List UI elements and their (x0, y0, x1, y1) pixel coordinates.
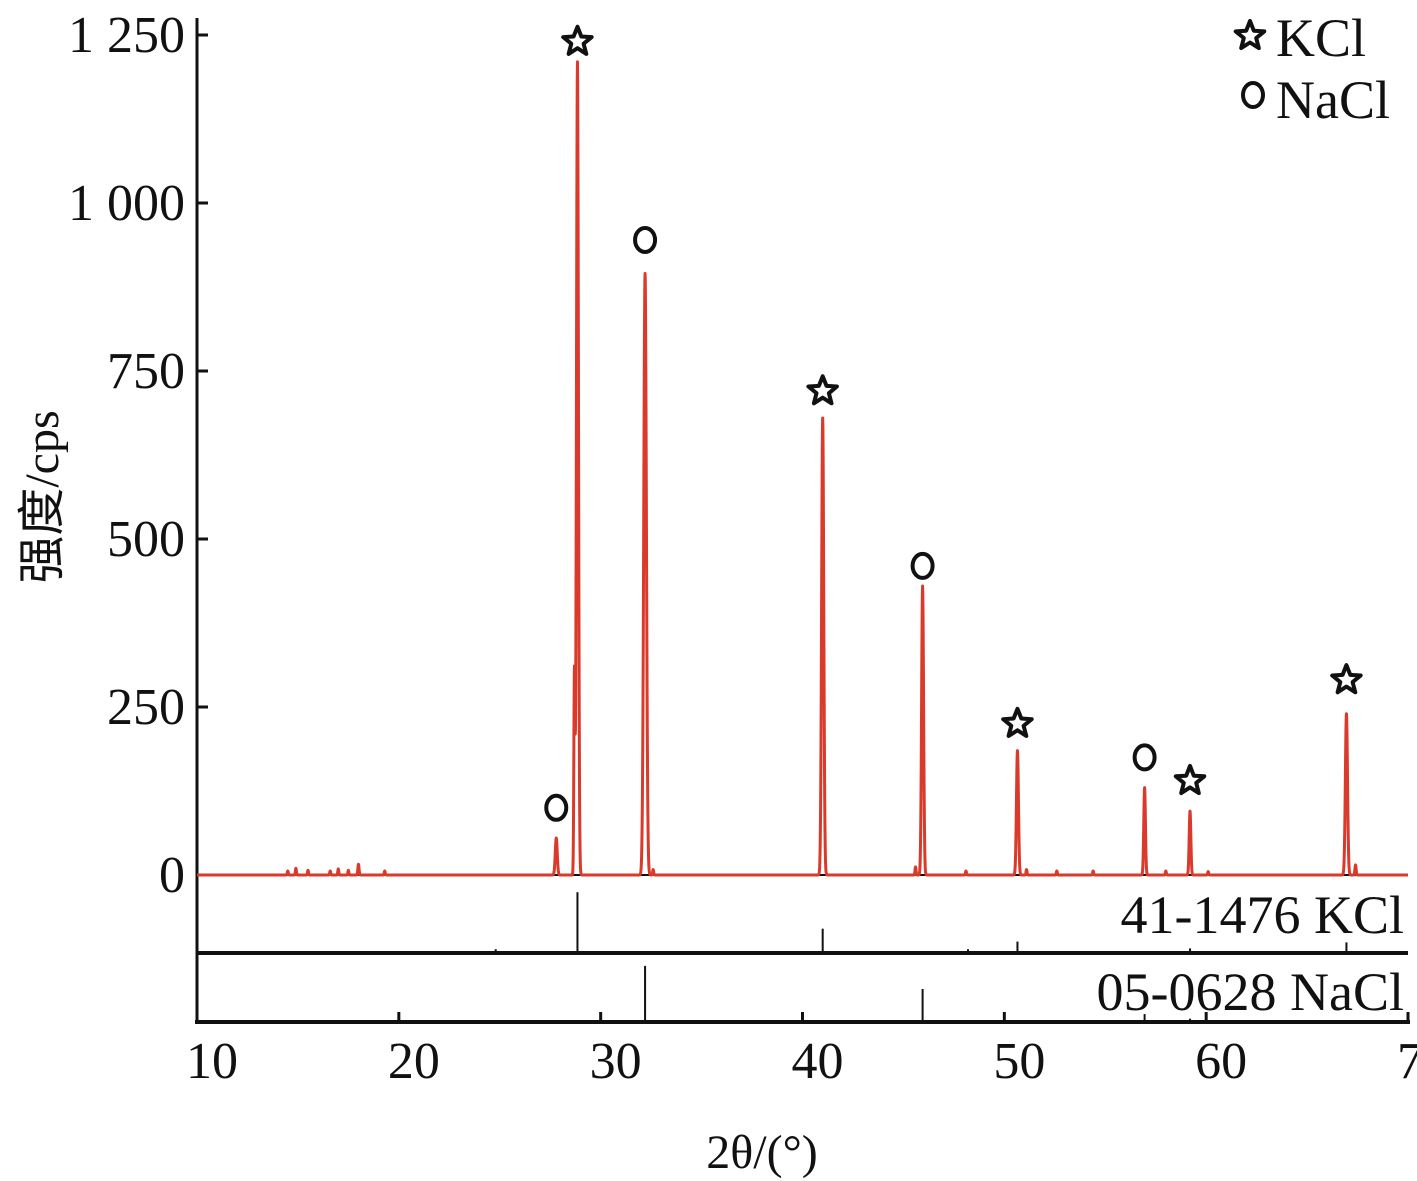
ref-label-kcl: 41-1476 KCl (1121, 885, 1405, 945)
y-tick-label: 1 250 (68, 7, 185, 64)
y-tick-label: 250 (107, 679, 185, 736)
circle-icon (544, 793, 569, 822)
y-tick-label: 500 (107, 511, 185, 568)
circle-icon (1241, 81, 1265, 109)
ref-label-nacl: 05-0628 NaCl (1097, 962, 1404, 1022)
x-tick-label: 60 (1195, 1033, 1247, 1090)
circle-icon (633, 225, 658, 254)
legend: KCl NaCl (1233, 8, 1390, 130)
y-tick-label: 0 (159, 847, 185, 904)
legend-star-icon (1233, 19, 1267, 51)
x-tick-label: 70 (1397, 1033, 1417, 1090)
y-tick-label: 1 000 (68, 175, 185, 232)
x-tick-label: 50 (993, 1033, 1045, 1090)
x-tick-label: 30 (590, 1033, 642, 1090)
legend-label-kcl: KCl (1276, 8, 1366, 68)
star-icon (1173, 763, 1207, 796)
star-icon (1001, 706, 1034, 738)
legend-circle-icon (1241, 81, 1265, 109)
x-axis-title: 2θ/(°) (706, 1126, 818, 1179)
x-tick-label: 10 (186, 1033, 238, 1090)
star-icon (806, 374, 839, 406)
y-axis-ticks: 0 250 500 750 1 000 1 250 (68, 7, 208, 904)
circle-icon (1132, 743, 1157, 772)
star-icon (1330, 663, 1363, 695)
x-axis-ticks: 10 20 30 40 50 60 70 (186, 1012, 1417, 1090)
series-line (195, 60, 1410, 877)
reference-sticks (494, 892, 1348, 1022)
star-icon (561, 24, 594, 56)
phase-markers (544, 24, 1363, 822)
circle-icon (910, 551, 935, 580)
x-tick-label: 20 (388, 1033, 440, 1090)
star-icon (1233, 19, 1267, 51)
y-tick-label: 750 (107, 343, 185, 400)
legend-label-nacl: NaCl (1276, 70, 1390, 130)
y-axis-title: 强度/cps (16, 410, 69, 583)
x-tick-label: 40 (792, 1033, 844, 1090)
